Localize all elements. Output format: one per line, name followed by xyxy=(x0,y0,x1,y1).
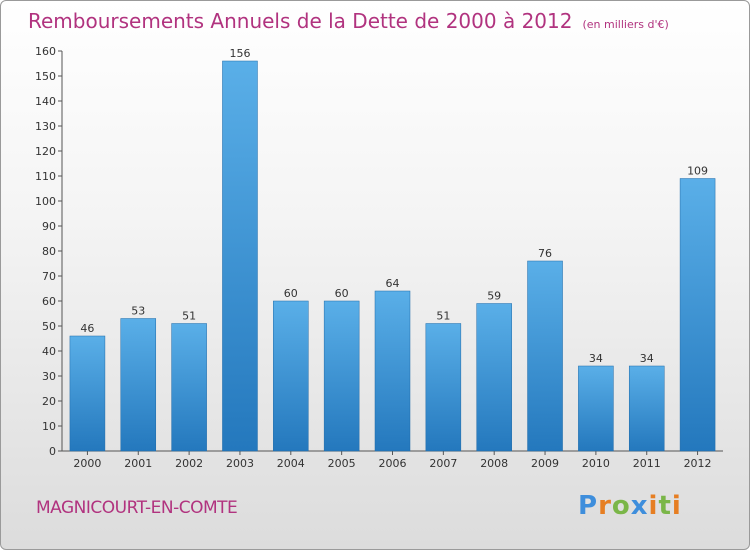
x-tick-label: 2003 xyxy=(226,457,254,470)
bar-value-label: 46 xyxy=(80,322,94,335)
bar xyxy=(120,318,157,452)
chart-title: Remboursements Annuels de la Dette de 20… xyxy=(28,9,669,33)
bar xyxy=(679,178,716,452)
bar xyxy=(425,323,462,452)
bar xyxy=(69,335,106,452)
bar xyxy=(628,365,665,452)
bar-value-label: 64 xyxy=(386,277,400,290)
bar-value-label: 109 xyxy=(687,165,708,178)
y-tick-label: 110 xyxy=(35,170,56,183)
bar-value-label: 53 xyxy=(131,305,145,318)
x-tick-label: 2011 xyxy=(633,457,661,470)
bar-value-label: 59 xyxy=(487,290,501,303)
bar xyxy=(578,365,614,452)
bar-value-label: 60 xyxy=(284,287,298,300)
y-tick-label: 120 xyxy=(35,145,56,158)
town-name: MAGNICOURT-EN-COMTE xyxy=(36,498,238,518)
y-tick-label: 150 xyxy=(35,70,56,83)
y-tick-label: 70 xyxy=(42,270,56,283)
bar xyxy=(273,300,309,452)
bar-value-label: 34 xyxy=(640,352,654,365)
bar-value-label: 76 xyxy=(538,247,552,260)
y-tick-label: 50 xyxy=(42,320,56,333)
bar-value-label: 156 xyxy=(229,47,250,60)
x-tick-label: 2005 xyxy=(328,457,356,470)
logo-letter: P xyxy=(578,491,599,521)
unit-label: (en milliers d'€) xyxy=(582,18,669,31)
x-tick-label: 2000 xyxy=(73,457,101,470)
x-tick-label: 2012 xyxy=(684,457,712,470)
x-tick-label: 2009 xyxy=(531,457,559,470)
y-tick-label: 140 xyxy=(35,95,56,108)
bar xyxy=(222,60,258,452)
x-tick-label: 2008 xyxy=(480,457,508,470)
bar-value-label: 51 xyxy=(436,310,450,323)
bar-value-label: 60 xyxy=(335,287,349,300)
y-tick-label: 80 xyxy=(42,245,56,258)
x-tick-label: 2002 xyxy=(175,457,203,470)
y-tick-label: 10 xyxy=(42,420,56,433)
x-tick-label: 2001 xyxy=(124,457,152,470)
y-tick-label: 90 xyxy=(42,220,56,233)
logo-letter: i xyxy=(648,491,659,521)
logo-letter: o xyxy=(611,491,631,521)
y-tick-label: 20 xyxy=(42,395,56,408)
logo-letter: t xyxy=(658,491,672,521)
bar xyxy=(374,290,411,452)
y-tick-label: 30 xyxy=(42,370,56,383)
y-tick-label: 0 xyxy=(49,445,56,458)
y-tick-label: 130 xyxy=(35,120,56,133)
y-tick-label: 100 xyxy=(35,195,56,208)
x-tick-label: 2007 xyxy=(429,457,457,470)
proxiti-logo: Proxiti xyxy=(578,491,682,521)
bar xyxy=(527,260,563,452)
bar xyxy=(476,303,512,452)
x-tick-label: 2004 xyxy=(277,457,305,470)
x-tick-label: 2010 xyxy=(582,457,610,470)
logo-letter: x xyxy=(630,491,649,521)
bar xyxy=(171,323,207,452)
y-tick-label: 160 xyxy=(35,45,56,58)
bar-value-label: 51 xyxy=(182,310,196,323)
logo-letter: i xyxy=(671,491,682,521)
y-tick-label: 40 xyxy=(42,345,56,358)
x-tick-label: 2006 xyxy=(379,457,407,470)
y-tick-label: 60 xyxy=(42,295,56,308)
logo-letter: r xyxy=(598,491,612,521)
bar xyxy=(323,300,360,452)
bar-value-label: 34 xyxy=(589,352,603,365)
title-text: Remboursements Annuels de la Dette de 20… xyxy=(28,9,573,33)
